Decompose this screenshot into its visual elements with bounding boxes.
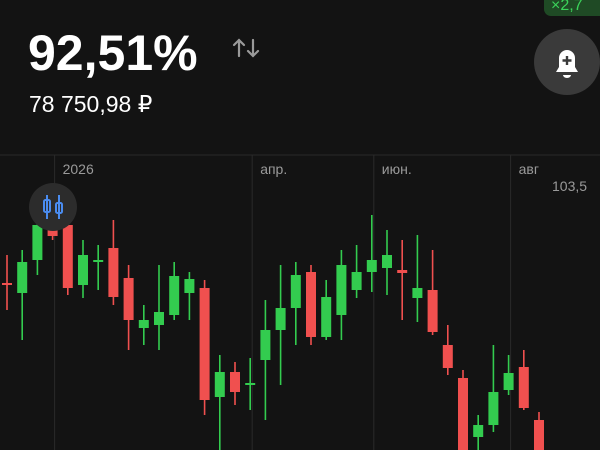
chart-type-button[interactable]	[29, 183, 77, 231]
return-percent: 92,51%	[28, 25, 198, 81]
candle-body	[366, 260, 377, 272]
alert-button[interactable]	[534, 29, 600, 95]
multiplier-badge[interactable]: ×2,7	[544, 0, 600, 16]
arrow-up	[232, 38, 246, 58]
candle-body	[245, 383, 256, 385]
candle-body	[108, 248, 119, 297]
bell-plus	[562, 56, 572, 65]
candle-body	[47, 230, 58, 236]
candle-body	[93, 260, 104, 262]
badge-bg	[544, 0, 600, 16]
button-bg	[29, 183, 77, 231]
x-tick-label: июн.	[382, 161, 412, 177]
candle-body	[306, 272, 316, 337]
candle-body	[412, 288, 423, 298]
candle-body	[382, 255, 392, 268]
candle-body	[503, 373, 514, 390]
candle-body	[518, 367, 529, 408]
candle-icon	[43, 195, 63, 219]
candle-body	[397, 270, 408, 273]
candle-body	[78, 255, 88, 285]
badge-text: ×2,7	[551, 0, 583, 14]
candle-body	[184, 279, 195, 293]
candle-body	[458, 378, 468, 450]
y-tick-label: 103,5	[552, 178, 587, 194]
candle-body	[275, 308, 286, 330]
candle-body	[230, 372, 240, 392]
candle-body	[260, 330, 271, 360]
bell-clapper	[563, 75, 571, 78]
candle-body	[351, 272, 362, 290]
candle-body	[473, 425, 484, 437]
candle-body	[32, 225, 43, 260]
candle-body	[169, 276, 180, 315]
candles	[2, 215, 544, 450]
candle-body	[199, 288, 210, 400]
candle-body	[488, 392, 499, 425]
candle-body	[2, 283, 12, 285]
x-tick-label: авг	[519, 161, 539, 177]
x-tick-label: 2026	[63, 161, 94, 177]
x-tick-label: апр.	[260, 161, 287, 177]
candle-body	[62, 225, 73, 288]
candle-body	[336, 265, 347, 315]
portfolio-value: 78 750,98 ₽	[29, 91, 152, 117]
arrow-down	[246, 38, 260, 58]
candle-body	[214, 372, 225, 397]
axis-labels: 103,5 2026 апр. июн. авг	[63, 161, 588, 194]
candle-body	[154, 312, 164, 325]
candle-body	[534, 420, 544, 450]
candle-body	[442, 345, 453, 368]
candle-body	[427, 290, 438, 332]
sort-icon[interactable]	[232, 38, 260, 58]
candle-body	[123, 278, 134, 320]
candle-body	[321, 297, 332, 337]
candle-body	[290, 275, 301, 308]
candle-body	[17, 262, 28, 293]
candle-body	[138, 320, 149, 328]
